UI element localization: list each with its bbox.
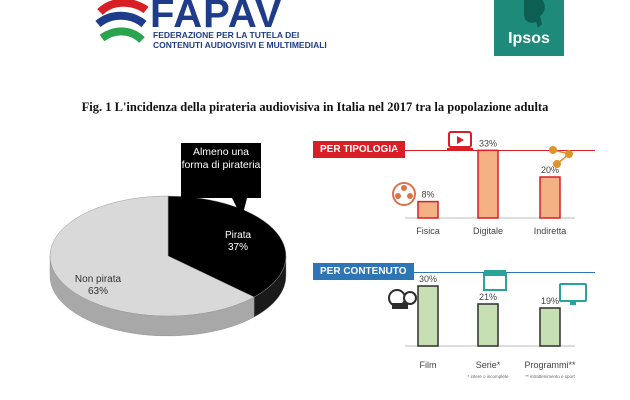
fapav-swirl-icon (95, 0, 149, 44)
bar-charts: 8% Fisica 33% Digitale 20% Indiretta 30% Film 21… (388, 131, 587, 379)
ipsos-wordmark: Ipsos (508, 30, 550, 47)
bar-value-label: 20% (541, 165, 559, 175)
bar-fisica (417, 200, 439, 219)
fapav-subtitle: FEDERAZIONE PER LA TUTELA DEI CONTENUTI … (153, 30, 327, 50)
pie-label-0: Pirata (225, 230, 252, 241)
bar-film (417, 285, 439, 347)
pirateria-callout: Almeno una forma di pirateria (181, 143, 261, 198)
bar-value-label: 8% (421, 190, 434, 200)
figure-title: Fig. 1 L'incidenza della pirateria audio… (81, 100, 549, 114)
fapav-subtitle-line-2: CONTENUTI AUDIOVISIVI E MULTIMEDIALI (153, 40, 327, 50)
footnote-programmi: ** intrattenimento e sport (525, 374, 575, 379)
fapav-wordmark: FAPAV (150, 0, 283, 36)
bar-category-label: Indiretta (534, 226, 567, 236)
film-reel-icon (392, 182, 416, 206)
laptop-play-icon (447, 131, 473, 151)
bar-category-label: Programmi** (524, 360, 576, 370)
bar-value-label: 19% (541, 296, 559, 306)
bar-value-label: 33% (479, 138, 497, 148)
pie-slice-pirata (167, 195, 287, 298)
pie-value-label-0: 37% (228, 242, 248, 253)
bar-category-label: Fisica (416, 226, 440, 236)
ipsos-head-icon (524, 0, 545, 28)
pie-label-1: Non pirata (75, 274, 122, 285)
bar-serie (477, 303, 499, 347)
fapav-subtitle-line-1: FEDERAZIONE PER LA TUTELA DEI (153, 30, 300, 40)
bar-category-label: Serie* (476, 360, 501, 370)
bar-category-label: Film (420, 360, 437, 370)
bar-category-label: Digitale (473, 226, 503, 236)
ipsos-logo: Ipsos (494, 0, 564, 56)
bar-programmi (539, 307, 561, 347)
tv-series-icon (483, 270, 507, 291)
bar-indiretta (539, 176, 561, 219)
footnote-serie: * intere o incomplete (467, 374, 509, 379)
callout-pointer (230, 194, 248, 218)
pie-slice-non-pirata (49, 195, 255, 317)
bar-value-label: 30% (419, 274, 437, 284)
bar-value-label: 21% (479, 292, 497, 302)
tv-screen-icon (559, 283, 587, 305)
film-reel-icon (388, 289, 417, 309)
bar-digitale (477, 149, 499, 219)
section-tipologia-header: PER TIPOLOGIA (313, 141, 406, 158)
pie-value-label-1: 63% (88, 286, 108, 297)
people-share-icon (549, 146, 573, 168)
section-contenuto-header: PER CONTENUTO (313, 263, 414, 280)
